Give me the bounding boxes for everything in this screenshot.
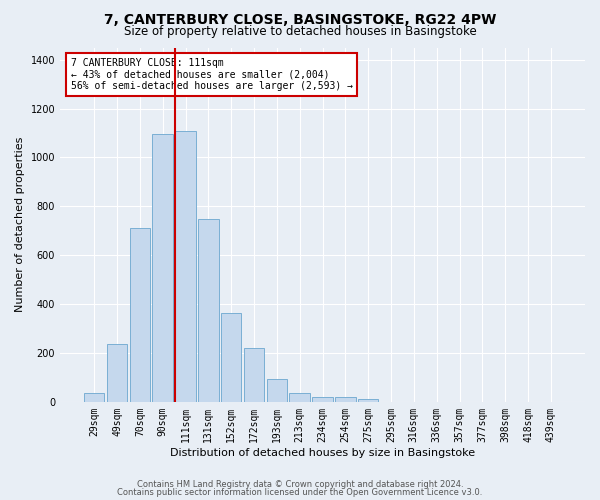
- Text: Size of property relative to detached houses in Basingstoke: Size of property relative to detached ho…: [124, 25, 476, 38]
- Bar: [335, 397, 356, 402]
- Bar: [130, 228, 150, 402]
- Bar: [358, 400, 379, 402]
- Bar: [289, 394, 310, 402]
- Bar: [107, 344, 127, 402]
- Bar: [221, 312, 241, 402]
- X-axis label: Distribution of detached houses by size in Basingstoke: Distribution of detached houses by size …: [170, 448, 475, 458]
- Bar: [84, 392, 104, 402]
- Bar: [175, 130, 196, 402]
- Bar: [266, 378, 287, 402]
- Text: Contains HM Land Registry data © Crown copyright and database right 2024.: Contains HM Land Registry data © Crown c…: [137, 480, 463, 489]
- Bar: [152, 134, 173, 402]
- Text: 7, CANTERBURY CLOSE, BASINGSTOKE, RG22 4PW: 7, CANTERBURY CLOSE, BASINGSTOKE, RG22 4…: [104, 12, 496, 26]
- Bar: [312, 397, 333, 402]
- Text: 7 CANTERBURY CLOSE: 111sqm
← 43% of detached houses are smaller (2,004)
56% of s: 7 CANTERBURY CLOSE: 111sqm ← 43% of deta…: [71, 58, 353, 92]
- Bar: [244, 348, 264, 402]
- Bar: [198, 218, 218, 402]
- Y-axis label: Number of detached properties: Number of detached properties: [15, 137, 25, 312]
- Text: Contains public sector information licensed under the Open Government Licence v3: Contains public sector information licen…: [118, 488, 482, 497]
